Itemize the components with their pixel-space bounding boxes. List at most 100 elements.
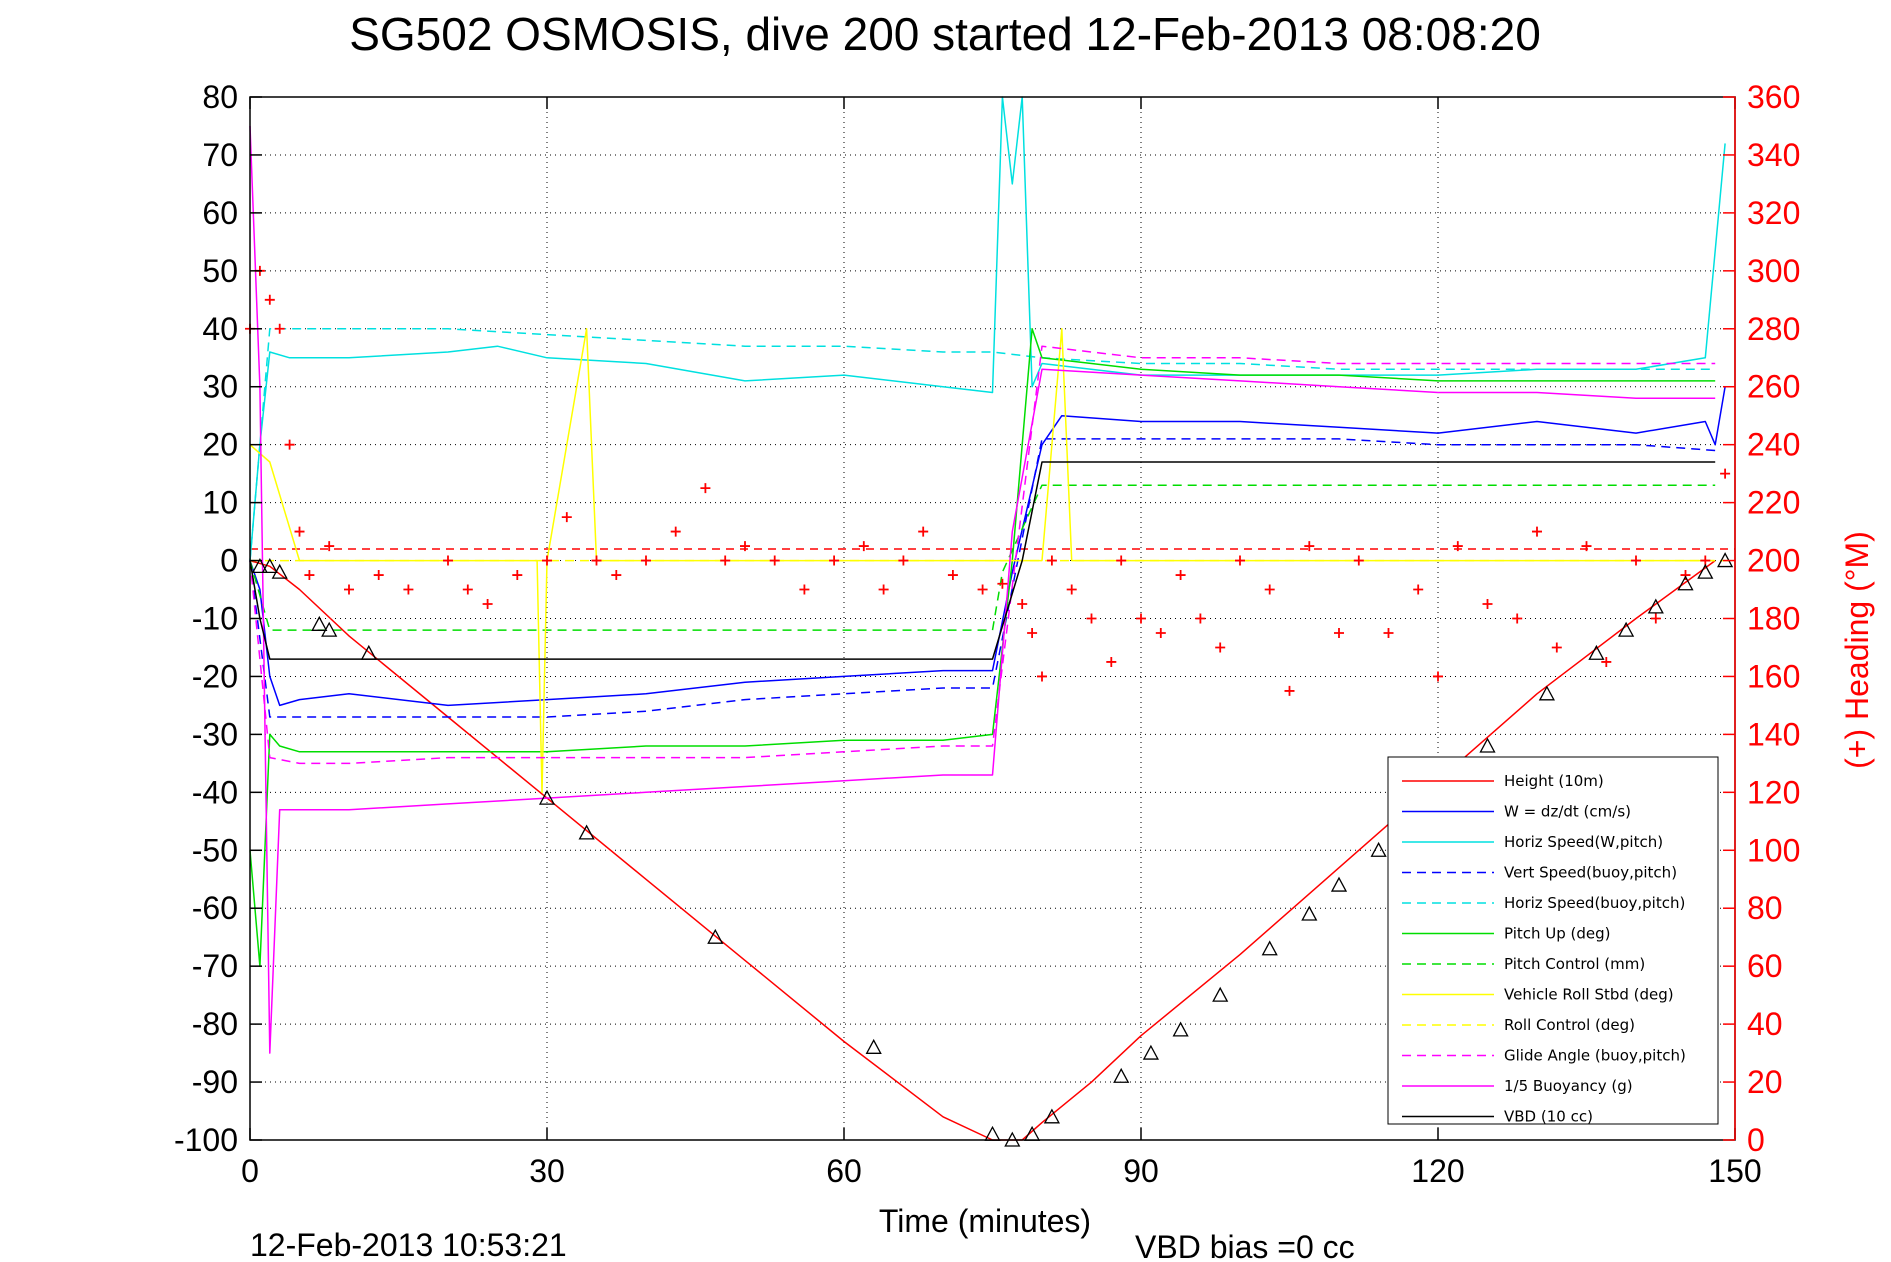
y-tick-label: -70: [192, 948, 238, 984]
y-tick-label: 30: [202, 369, 238, 405]
heading-point: [1284, 685, 1295, 696]
triangle-marker: [1677, 575, 1694, 591]
triangle-marker: [1212, 986, 1229, 1002]
y-tick-label: -30: [192, 716, 238, 752]
y-tick-label: 20: [202, 427, 238, 463]
ticks-layer: 0 30 60 90 120 15080706050403020100-10-20-30-…: [174, 79, 1800, 1189]
triangle-marker: [1647, 598, 1664, 614]
heading-point: [1413, 584, 1424, 595]
heading-point: [1631, 555, 1641, 566]
y-right-tick-label: 340: [1747, 137, 1800, 173]
legend-label-6: Pitch Control (mm): [1504, 955, 1645, 973]
heading-point: [1581, 541, 1592, 552]
triangle-marker: [1588, 644, 1605, 660]
y-tick-label: 60: [202, 195, 238, 231]
triangle-marker: [1172, 1021, 1189, 1037]
heading-point: [1046, 555, 1057, 566]
legend-label-9: Glide Angle (buoy,pitch): [1504, 1047, 1686, 1065]
legend-label-2: Horiz Speed(W,pitch): [1504, 833, 1663, 851]
y-tick-label: 70: [202, 137, 238, 173]
heading-point: [512, 570, 523, 581]
x-tick-label: 60: [826, 1153, 862, 1189]
heading-point: [482, 599, 493, 610]
right-axis-label: (+) Heading (°M): [1839, 531, 1875, 769]
triangle-marker: [1538, 685, 1555, 701]
triangle-marker: [1261, 940, 1278, 956]
triangle-marker: [1113, 1067, 1130, 1083]
y-tick-label: -60: [192, 890, 238, 926]
y-tick-label: 10: [202, 485, 238, 521]
heading-point: [1136, 613, 1146, 624]
y-right-tick-label: 280: [1747, 311, 1800, 347]
heading-point: [462, 584, 473, 595]
y-tick-label: -90: [192, 1064, 238, 1100]
legend-label-4: Horiz Speed(buoy,pitch): [1504, 894, 1685, 912]
y-right-tick-label: 300: [1747, 253, 1800, 289]
legend-label-5: Pitch Up (deg): [1504, 925, 1611, 943]
y-tick-label: -50: [192, 832, 238, 868]
heading-point: [274, 323, 285, 334]
x-tick-label: 30: [529, 1153, 565, 1189]
y-right-tick-label: 200: [1747, 543, 1800, 579]
y-tick-label: 50: [202, 253, 238, 289]
triangle-marker: [865, 1038, 882, 1054]
heading-point: [1235, 555, 1245, 566]
heading-point: [720, 555, 731, 566]
legend-label-11: VBD (10 cc): [1504, 1108, 1593, 1126]
triangle-marker: [261, 557, 278, 573]
heading-point: [1601, 656, 1612, 667]
heading-point: [918, 526, 929, 537]
heading-point: [1195, 613, 1206, 624]
triangle-marker: [1142, 1044, 1159, 1060]
y-tick-label: -20: [192, 658, 238, 694]
y-right-tick-label: 180: [1747, 601, 1800, 637]
heading-point: [997, 578, 1008, 589]
heading-point: [700, 483, 711, 494]
heading-point: [1116, 555, 1127, 566]
triangle-marker: [1330, 876, 1348, 892]
heading-point: [1175, 570, 1186, 581]
heading-point: [1383, 627, 1394, 638]
series-line-5: [249, 328, 1716, 967]
y-right-tick-label: 360: [1747, 79, 1800, 115]
triangle-marker: [1024, 1125, 1041, 1141]
heading-point: [542, 555, 552, 566]
heading-point: [403, 584, 414, 595]
triangle-marker: [1697, 563, 1714, 579]
heading-point: [284, 439, 295, 450]
heading-point: [1482, 599, 1493, 610]
series-line-4: [249, 328, 1716, 561]
legend-label-8: Roll Control (deg): [1504, 1016, 1635, 1034]
legend-label-1: W = dz/dt (cm/s): [1504, 803, 1631, 821]
y-right-tick-label: 80: [1747, 890, 1783, 926]
y-tick-label: -100: [174, 1122, 238, 1158]
triangle-marker: [271, 563, 288, 579]
y-right-tick-label: 40: [1747, 1006, 1783, 1042]
legend-label-10: 1/5 Buoyancy (g): [1504, 1077, 1633, 1095]
x-tick-label: 120: [1411, 1153, 1464, 1189]
footer-date: 12-Feb-2013 10:53:21: [250, 1227, 567, 1262]
heading-point: [294, 526, 305, 537]
y-right-tick-label: 220: [1747, 485, 1800, 521]
x-tick-label: 150: [1708, 1153, 1761, 1189]
triangle-marker: [1301, 905, 1318, 921]
heading-point: [1027, 627, 1038, 638]
triangle-marker: [311, 615, 328, 631]
heading-point: [1066, 584, 1077, 595]
series-line-2: [249, 96, 1726, 561]
heading-point: [1264, 584, 1275, 595]
heading-point: [878, 584, 889, 595]
series-line-1: [249, 386, 1726, 707]
y-right-tick-label: 320: [1747, 195, 1800, 231]
heading-point: [373, 570, 384, 581]
triangle-marker: [1618, 621, 1635, 637]
x-tick-label: 0: [241, 1153, 259, 1189]
x-axis-label: Time (minutes): [879, 1203, 1091, 1239]
y-tick-label: 80: [202, 79, 238, 115]
legend: Height (10m) W = dz/dt (cm/s) Horiz Speed(…: [1387, 756, 1719, 1126]
legend-label-7: Vehicle Roll Stbd (deg): [1504, 986, 1674, 1004]
triangle-marker: [707, 928, 724, 944]
y-right-tick-label: 140: [1747, 716, 1800, 752]
y-right-tick-label: 20: [1747, 1064, 1783, 1100]
